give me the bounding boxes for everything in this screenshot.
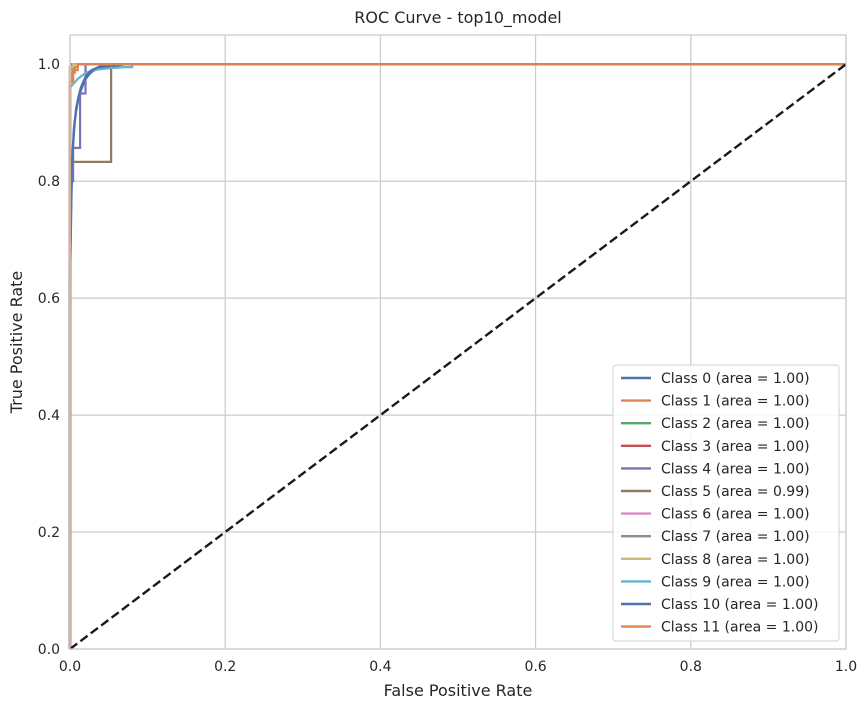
y-tick-label: 0.4 xyxy=(38,408,60,424)
legend: Class 0 (area = 1.00) Class 1 (area = 1.0… xyxy=(612,364,840,642)
legend-box xyxy=(612,364,840,642)
legend-entry: Class 9 (area = 1.00) xyxy=(661,574,810,590)
chance-diagonal-line xyxy=(69,63,847,650)
series-line-class-9 xyxy=(68,63,846,649)
legend-entry: Class 0 (area = 1.00) xyxy=(661,371,810,387)
x-tick-label: 0.4 xyxy=(369,659,391,675)
y-axis-label: True Positive Rate xyxy=(7,271,26,415)
y-tick-label: 1.0 xyxy=(38,57,60,73)
x-tick-labels: 0.0 0.2 0.4 0.6 0.8 1.0 xyxy=(59,659,857,675)
y-tick-label: 0.8 xyxy=(38,174,60,190)
legend-entry: Class 8 (area = 1.00) xyxy=(661,552,810,568)
legend-entry: Class 3 (area = 1.00) xyxy=(661,439,810,455)
x-axis-label: False Positive Rate xyxy=(384,681,533,700)
y-tick-label: 0.6 xyxy=(38,291,60,307)
x-tick-label: 0.6 xyxy=(524,659,546,675)
x-tick-label: 0.0 xyxy=(59,659,81,675)
y-tick-label: 0.0 xyxy=(38,642,60,658)
legend-entry: Class 6 (area = 1.00) xyxy=(661,507,810,523)
x-tick-label: 0.8 xyxy=(680,659,702,675)
chart-title: ROC Curve - top10_model xyxy=(354,8,562,28)
legend-entry: Class 7 (area = 1.00) xyxy=(661,529,810,545)
legend-entry: Class 10 (area = 1.00) xyxy=(661,597,819,613)
x-tick-label: 0.2 xyxy=(214,659,236,675)
plot-frame xyxy=(69,34,847,650)
legend-entry: Class 4 (area = 1.00) xyxy=(661,461,810,477)
legend-entry: Class 2 (area = 1.00) xyxy=(661,416,810,432)
x-tick-label: 1.0 xyxy=(835,659,857,675)
legend-entry: Class 1 (area = 1.00) xyxy=(661,394,810,410)
y-tick-label: 0.2 xyxy=(38,525,60,541)
series-line-class-10 xyxy=(68,63,846,649)
legend-entry: Class 11 (area = 1.00) xyxy=(661,620,819,636)
legend-entry: Class 5 (area = 0.99) xyxy=(661,484,810,500)
y-tick-labels: 0.0 0.2 0.4 0.6 0.8 1.0 xyxy=(38,57,60,658)
